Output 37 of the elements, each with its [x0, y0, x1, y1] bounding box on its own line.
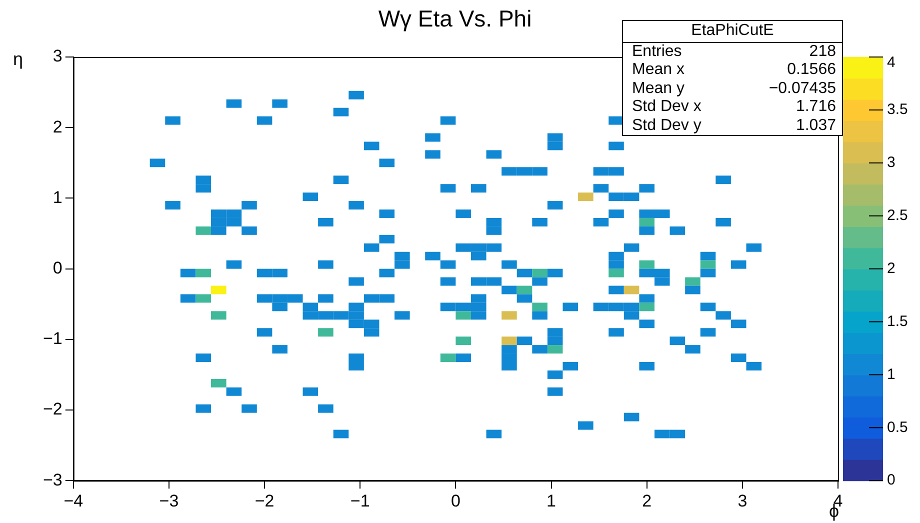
text: EtaPhiCutE [623, 21, 842, 42]
color-bar-label: 3.5 [887, 101, 908, 118]
annotation: Mean y [632, 80, 684, 98]
color-bar-label: 1.5 [887, 312, 908, 330]
annotation: 0.1566 [787, 61, 836, 80]
x-tick-label: 3 [738, 491, 748, 510]
y-tick-label: −2 [42, 400, 62, 419]
annotation: 1.037 [796, 116, 836, 135]
annotation: Std Dev y [632, 116, 702, 135]
color-bar-label: 0 [887, 472, 896, 489]
x-tick-label: −3 [159, 491, 179, 510]
color-bar-label: 4 [887, 54, 896, 72]
annotation: 218 [809, 42, 836, 61]
y-tick-label: −1 [42, 329, 62, 348]
y-tick-label: −3 [42, 470, 62, 490]
annotation: −0.07435 [768, 80, 836, 98]
color-bar-label: 1 [887, 366, 896, 383]
y-axis-title: η [12, 48, 24, 69]
y-tick-label: 1 [52, 188, 62, 207]
color-bar-label: 2 [887, 260, 896, 277]
y-tick-label: 2 [52, 117, 62, 136]
y-tick-label: 3 [52, 46, 62, 66]
annotation: 1.716 [796, 98, 836, 116]
chart-title: Wγ Eta Vs. Phi [378, 5, 532, 32]
annotation: Entries [632, 42, 682, 61]
x-tick-label: −4 [64, 491, 84, 510]
x-tick-label: −1 [350, 491, 370, 510]
x-tick-label: 1 [546, 491, 556, 510]
color-bar-label: 0.5 [887, 418, 908, 436]
y-tick-label: 0 [52, 258, 62, 278]
annotation: Std Dev x [632, 98, 702, 116]
x-tick-label: 2 [642, 491, 652, 510]
x-tick-label: −2 [254, 491, 274, 510]
color-bar-label: 3 [887, 154, 896, 172]
annotation: Mean x [632, 61, 684, 80]
x-tick-label: 0 [450, 491, 460, 510]
color-bar-label: 2.5 [887, 206, 908, 224]
